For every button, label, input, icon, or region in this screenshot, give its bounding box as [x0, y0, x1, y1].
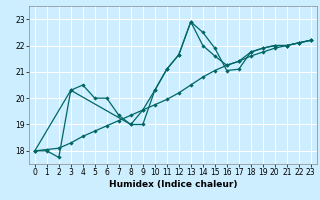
- X-axis label: Humidex (Indice chaleur): Humidex (Indice chaleur): [108, 180, 237, 189]
